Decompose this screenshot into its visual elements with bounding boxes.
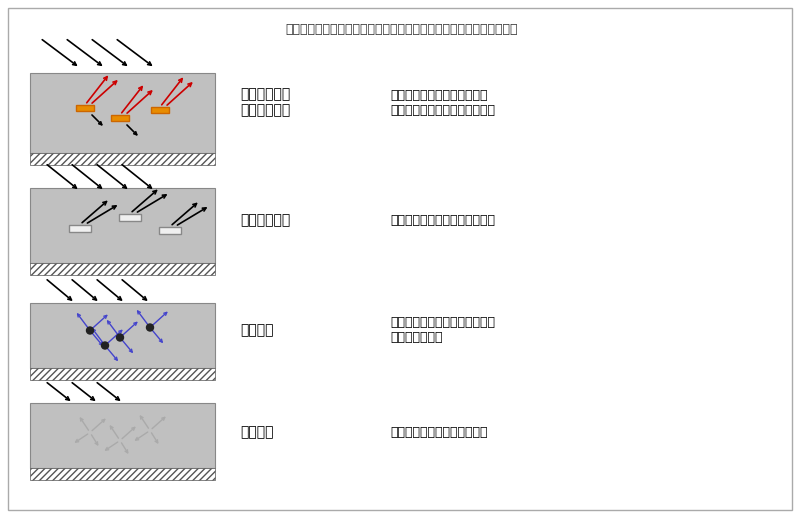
Text: 由光的吸收产生的特殊颜色效果
（光的漫反射）: 由光的吸收产生的特殊颜色效果 （光的漫反射） <box>390 316 495 344</box>
Bar <box>30 188 215 263</box>
Text: 可见光与应用系统（例如涂层）中不同颜料类型的颗粒的光学相互作用: 可见光与应用系统（例如涂层）中不同颜料类型的颗粒的光学相互作用 <box>285 23 518 36</box>
Text: 由于光的干涉（折射和反射）
形成特殊颜色、光泽、翻转效果: 由于光的干涉（折射和反射） 形成特殊颜色、光泽、翻转效果 <box>390 89 495 117</box>
Bar <box>151 107 169 113</box>
Bar <box>30 263 215 275</box>
Circle shape <box>86 327 94 334</box>
Circle shape <box>117 334 123 341</box>
Bar <box>119 214 141 221</box>
Bar <box>30 73 215 153</box>
Bar <box>30 368 215 380</box>
Bar <box>30 403 215 468</box>
Circle shape <box>102 342 109 349</box>
Text: 金属效果颜料: 金属效果颜料 <box>240 213 290 227</box>
Bar <box>76 105 94 111</box>
Bar <box>111 115 129 121</box>
Bar <box>159 227 181 234</box>
Bar <box>30 303 215 368</box>
Bar <box>30 153 215 165</box>
Bar <box>30 468 215 480</box>
Text: 由光的折射产生的金属光泽效果: 由光的折射产生的金属光泽效果 <box>390 213 495 226</box>
Text: 白色颜料: 白色颜料 <box>240 425 274 439</box>
Text: 由光的漫反射产生的白色效果: 由光的漫反射产生的白色效果 <box>390 426 487 439</box>
Circle shape <box>146 324 154 331</box>
Text: 吸收颜料: 吸收颜料 <box>240 323 274 337</box>
Text: 特殊效果颜料
（珠光颜料）: 特殊效果颜料 （珠光颜料） <box>240 88 290 118</box>
Bar <box>69 225 91 232</box>
